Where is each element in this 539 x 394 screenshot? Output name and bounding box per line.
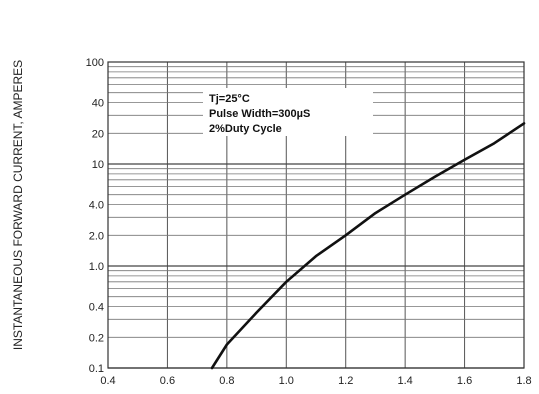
annotation-block: Tj=25°C Pulse Width=300µS 2%Duty Cycle (209, 93, 310, 135)
y-tick-label: 20 (92, 128, 104, 140)
y-tick-label: 1.0 (89, 261, 104, 273)
plot-frame (107, 61, 525, 369)
y-tick-label: 40 (92, 98, 104, 110)
x-tick-label: 0.8 (219, 375, 234, 387)
annotation-background (203, 88, 373, 136)
x-axis: 0.4 0.6 0.8 1.0 1.2 1.4 1.6 1.8 (100, 375, 531, 387)
y-tick-label: 0.4 (89, 302, 104, 314)
y-tick-label: 100 (86, 57, 104, 69)
x-tick-label: 1.8 (516, 375, 531, 387)
y-tick-label: 4.0 (89, 200, 104, 212)
x-tick-label: 1.2 (338, 375, 353, 387)
annotation-line-3: 2%Duty Cycle (209, 123, 282, 135)
y-tick-label: 2.0 (89, 230, 104, 242)
x-tick-label: 1.6 (457, 375, 472, 387)
y-axis-label: INSTANTANEOUS FORWARD CURRENT, AMPERES (11, 60, 25, 350)
y-tick-label: 0.1 (89, 363, 104, 375)
x-tick-label: 0.6 (160, 375, 175, 387)
y-axis: 0.1 0.2 0.4 1.0 2.0 4.0 10 20 40 100 (86, 57, 104, 375)
forward-current-curve (210, 122, 526, 370)
series-layer (210, 122, 526, 370)
y-tick-label: 10 (92, 159, 104, 171)
annotation-line-1: Tj=25°C (209, 93, 250, 105)
plot-border (107, 61, 525, 369)
x-tick-label: 1.0 (279, 375, 294, 387)
grid (107, 62, 525, 369)
x-tick-label: 0.4 (100, 375, 115, 387)
y-tick-label: 0.2 (89, 332, 104, 344)
annotation-line-2: Pulse Width=300µS (209, 108, 310, 120)
x-tick-label: 1.4 (397, 375, 412, 387)
